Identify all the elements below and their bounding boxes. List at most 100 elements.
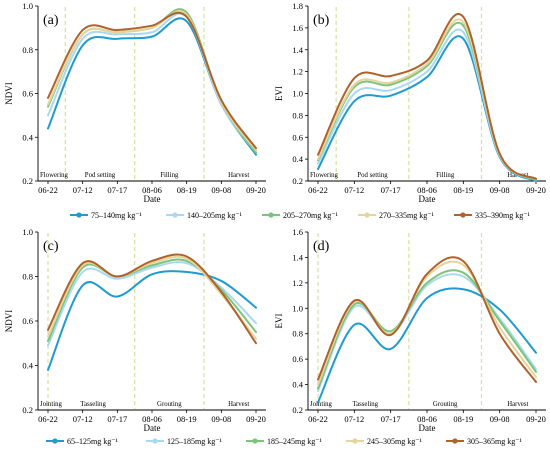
x-tick-label: 06-22 [38,185,58,195]
y-tick-label: 0.2 [292,405,303,415]
x-tick-label: 06-22 [308,185,328,195]
legend-label: 185–245mg kg⁻¹ [267,437,322,446]
y-tick-label: 0.6 [292,354,303,364]
y-tick-label: 1.0 [22,1,33,11]
y-tick-label: 0.2 [22,405,33,415]
y-tick-label: 1.0 [292,303,303,313]
y-tick-label: 0.6 [22,89,33,99]
stage-label: Jointing [310,401,333,408]
y-tick-label: 0.4 [292,154,303,164]
stage-label: Flowering [310,172,339,179]
chart-panel-3: 0.2 0.4 0.6 0.8 1.0 06-22 07-12 07-17 08-06 08-19… [4,227,266,433]
y-tick-label: 0.4 [22,361,33,371]
x-axis-title: Date [144,423,161,433]
legend-label: 205–270mg kg⁻¹ [283,211,338,220]
x-axis-title: Date [419,194,436,204]
y-tick-label: 0.8 [292,110,303,120]
x-axis-title: Date [419,423,436,433]
panel-label: (a) [43,13,59,28]
x-tick-label: 09-20 [526,185,546,195]
y-tick-label: 1.4 [292,45,303,55]
stage-label: Harvest [228,401,249,408]
x-tick-label: 09-08 [490,185,510,195]
x-tick-label: 07-12 [344,185,364,195]
series-line [47,8,257,154]
legend-1: 75–140mg kg⁻¹ 140–205mg kg⁻¹ 205–270mg kg⁻… [70,211,530,220]
series-line [47,11,257,150]
legend-swatch-marker [452,438,458,444]
y-tick-label: 1.0 [22,227,33,237]
y-axis-title: NDVI [4,310,14,333]
y-tick-label: 0.2 [22,176,33,186]
series-line [317,13,537,180]
stage-label: Harvest [507,401,528,408]
y-tick-label: 1.6 [292,227,303,237]
x-tick-label: 06-22 [308,414,328,424]
legend-label: 335–390mg kg⁻¹ [475,211,530,220]
x-tick-label: 09-20 [246,185,266,195]
legend-swatch-marker [352,438,358,444]
series-line [47,253,257,345]
x-tick-label: 07-12 [73,185,93,195]
x-tick-label: 08-19 [453,414,473,424]
panel-label: (c) [43,239,59,254]
series-line [317,256,537,384]
y-tick-label: 1.2 [292,278,303,288]
stage-label: Tasseling [80,401,106,408]
legend-label: 305–365mg kg⁻¹ [467,437,522,446]
series-line [47,258,257,343]
legend-label: 245–305mg kg⁻¹ [367,437,422,446]
chart-panel-4: 0.2 0.4 0.6 0.8 1.0 1.2 1.4 1.6 06-22 07-12 07-17 0… [274,227,546,433]
legend-swatch-marker [152,438,158,444]
y-tick-label: 0.6 [292,132,303,142]
series-line [317,260,537,386]
x-tick-label: 08-19 [453,185,473,195]
series-line [47,10,257,152]
y-tick-label: 1.2 [292,67,303,77]
y-tick-label: 0.6 [22,316,33,326]
stage-label: Harvest [228,172,249,179]
stage-label: Pod setting [85,172,116,179]
y-tick-label: 0.4 [22,132,33,142]
panel-label: (b) [313,13,330,28]
series-line [317,273,537,392]
chart-panel-1: 0.2 0.4 0.6 0.8 1.0 06-22 07-12 07-17 08-06 08-19… [4,1,266,204]
x-tick-label: 09-08 [211,414,231,424]
x-tick-label: 07-17 [381,414,401,424]
x-tick-label: 08-06 [142,414,162,424]
y-tick-label: 0.8 [292,329,303,339]
x-tick-label: 07-17 [107,185,127,195]
legend-swatch-marker [460,212,466,218]
y-tick-label: 0.8 [22,45,33,55]
x-tick-label: 07-17 [107,414,127,424]
stage-label: Grouting [433,401,458,408]
series-line [317,21,537,181]
x-tick-label: 09-08 [490,414,510,424]
series-line [317,269,537,390]
legend-label: 75–140mg kg⁻¹ [91,211,142,220]
legend-2: 65–125mg kg⁻¹ 125–185mg kg⁻¹ 185–245mg kg⁻… [46,437,522,446]
series-line [47,255,257,340]
legend-swatch-marker [364,212,370,218]
x-tick-label: 09-20 [526,414,546,424]
y-axis-title: NDVI [4,82,14,105]
legend-label: 140–205mg kg⁻¹ [187,211,242,220]
y-tick-label: 0.4 [292,380,303,390]
x-tick-label: 07-12 [73,414,93,424]
x-tick-label: 08-06 [417,414,437,424]
x-tick-label: 08-19 [177,414,197,424]
panel-label: (d) [313,239,330,254]
y-tick-label: 1.8 [292,1,303,11]
x-tick-label: 07-12 [344,414,364,424]
series-line [47,270,257,371]
stage-label: Tasseling [352,401,378,408]
x-tick-label: 07-17 [381,185,401,195]
x-tick-label: 09-20 [246,414,266,424]
y-tick-label: 0.8 [22,272,33,282]
stage-label: Jointing [40,401,63,408]
legend-swatch-marker [252,438,258,444]
stage-label: Pod setting [357,172,388,179]
series-line [317,287,537,404]
y-tick-label: 0.2 [292,176,303,186]
x-tick-label: 08-19 [177,185,197,195]
